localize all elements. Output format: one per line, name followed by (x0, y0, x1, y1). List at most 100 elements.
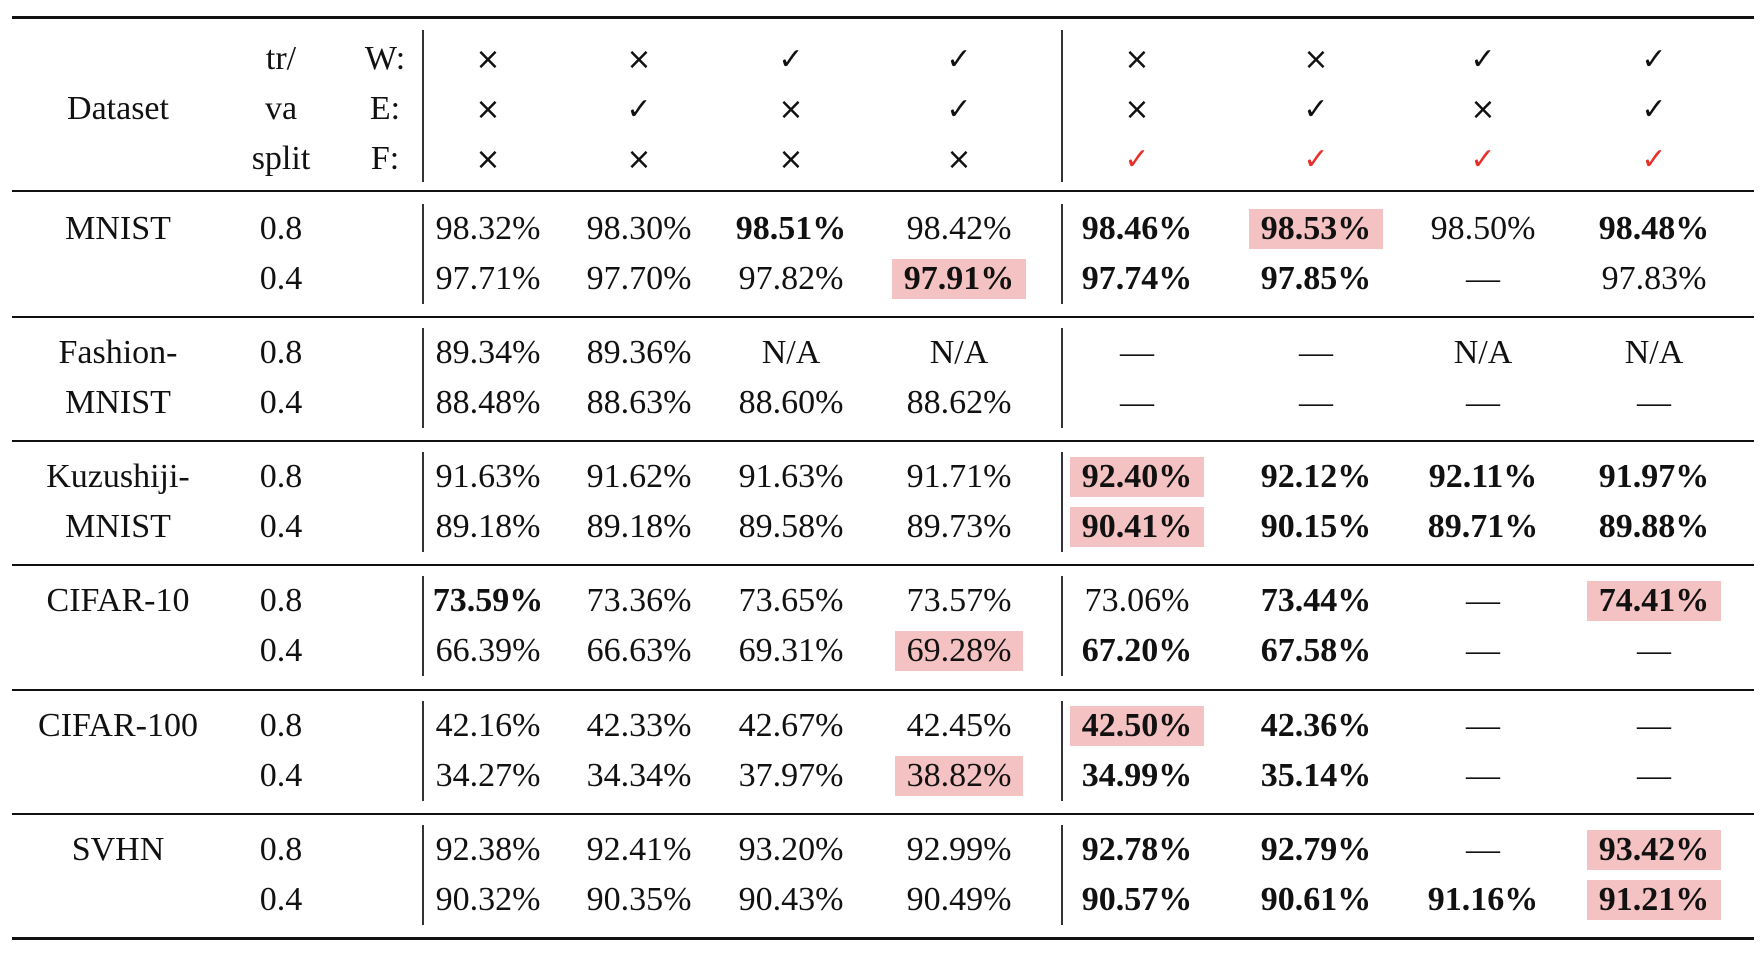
flag-mark-cross-icon-text: × (626, 42, 652, 77)
accuracy-cell-text: 90.57% (1081, 881, 1193, 918)
column-divider (1061, 701, 1063, 801)
accuracy-cell-text: 91.62% (586, 458, 692, 495)
flag-mark-cross-icon: × (706, 134, 876, 184)
accuracy-cell: N/A (1398, 328, 1568, 378)
dataset-name: MNIST (13, 502, 223, 552)
dataset-name-row: MNIST (12, 502, 1754, 552)
accuracy-cell-text: 97.91% (891, 259, 1027, 299)
accuracy-cell: — (1398, 254, 1568, 304)
split-value: 0.4 (226, 378, 336, 428)
flag-mark-check-icon-text: ✓ (1470, 142, 1496, 177)
header-row: va E: × ✓ × ✓ × ✓ × ✓ (12, 84, 1754, 134)
accuracy-cell: — (1231, 328, 1401, 378)
split-value: 0.8 (226, 204, 336, 254)
accuracy-cell: 98.32% (403, 204, 573, 254)
split-value-text: 0.8 (259, 334, 303, 371)
accuracy-cell: 34.27% (403, 751, 573, 801)
flag-mark-check-icon-text: ✓ (1470, 42, 1496, 77)
flag-label: W: (350, 34, 420, 84)
accuracy-cell: 97.83% (1569, 254, 1739, 304)
accuracy-cell-text: N/A (761, 334, 821, 371)
accuracy-cell-text: 92.12% (1260, 458, 1372, 495)
accuracy-cell-text: 34.99% (1081, 757, 1193, 794)
accuracy-cell-text: 91.21% (1586, 880, 1722, 920)
split-value-text: 0.4 (259, 881, 303, 918)
flag-mark-cross-icon-text: × (626, 142, 652, 177)
split-value: 0.8 (226, 576, 336, 626)
table-row: 0.8 92.38% 92.41% 93.20% 92.99% 92.78% 92.79% —… (12, 825, 1754, 875)
accuracy-cell-text: 91.16% (1427, 881, 1539, 918)
table-row: 0.4 97.71% 97.70% 97.82% 97.91% 97.74% 97.85% —… (12, 254, 1754, 304)
table-row: 0.4 90.32% 90.35% 90.43% 90.49% 90.57% 90.61% 9… (12, 875, 1754, 925)
accuracy-cell-text: 97.83% (1601, 260, 1707, 297)
dataset-group-fashion-mnist: Fashion- MNIST 0.8 89.34% 89.36% N/A N/A — — N/A N… (12, 328, 1754, 428)
accuracy-cell: 89.18% (554, 502, 724, 552)
split-value: 0.4 (226, 875, 336, 925)
column-divider (422, 328, 424, 428)
accuracy-cell: 34.34% (554, 751, 724, 801)
accuracy-cell: 66.39% (403, 626, 573, 676)
split-value: 0.4 (226, 626, 336, 676)
split-value-text: 0.8 (259, 582, 303, 619)
accuracy-cell-text: — (1637, 707, 1671, 744)
flag-mark-cross-icon: × (1052, 34, 1222, 84)
accuracy-cell-text: 93.20% (738, 831, 844, 868)
accuracy-cell: 98.48% (1569, 204, 1739, 254)
accuracy-cell-text: 89.88% (1598, 508, 1710, 545)
accuracy-cell-text: 91.71% (906, 458, 1012, 495)
dataset-name: CIFAR-10 (13, 576, 223, 626)
accuracy-cell: 34.99% (1052, 751, 1222, 801)
flag-mark-cross-icon: × (874, 134, 1044, 184)
column-divider (1061, 576, 1063, 676)
accuracy-cell-text: N/A (1453, 334, 1513, 371)
flag-mark-cross-icon: × (403, 34, 573, 84)
flag-mark-cross-icon-text: × (1124, 92, 1150, 127)
dataset-name-text: CIFAR-100 (38, 707, 198, 744)
column-divider (422, 204, 424, 304)
accuracy-cell: 97.82% (706, 254, 876, 304)
dataset-name-text: MNIST (65, 210, 171, 247)
flag-mark-check-icon: ✓ (874, 84, 1044, 134)
flag-mark-cross-icon: × (403, 84, 573, 134)
accuracy-cell-text: 91.63% (435, 458, 541, 495)
accuracy-cell-text: N/A (929, 334, 989, 371)
accuracy-cell: N/A (706, 328, 876, 378)
table-row: 0.8 89.34% 89.36% N/A N/A — — N/A N/A (12, 328, 1754, 378)
accuracy-cell-text: 92.41% (586, 831, 692, 868)
accuracy-cell-text: — (1466, 384, 1500, 421)
accuracy-cell-text: 90.61% (1260, 881, 1372, 918)
flag-label-text: F: (370, 140, 400, 177)
accuracy-cell-text: 67.20% (1081, 632, 1193, 669)
accuracy-cell-text: — (1466, 260, 1500, 297)
flag-mark-cross-icon-text: × (475, 142, 501, 177)
accuracy-cell: 42.16% (403, 701, 573, 751)
dataset-header-text: Dataset (67, 90, 169, 127)
split-value-text: 0.4 (259, 508, 303, 545)
bottom-rule (12, 937, 1754, 940)
accuracy-cell-text: 92.78% (1081, 831, 1193, 868)
flag-mark-check-icon: ✓ (1398, 34, 1568, 84)
accuracy-cell: 73.44% (1231, 576, 1401, 626)
accuracy-cell: 89.71% (1398, 502, 1568, 552)
flag-mark-check-icon: ✓ (1231, 134, 1401, 184)
split-header-text: va (264, 90, 298, 127)
accuracy-cell-text: 37.97% (738, 757, 844, 794)
accuracy-cell: — (1398, 576, 1568, 626)
accuracy-cell: 73.36% (554, 576, 724, 626)
accuracy-cell: 98.42% (874, 204, 1044, 254)
accuracy-cell-text: 73.06% (1084, 582, 1190, 619)
accuracy-cell: 91.16% (1398, 875, 1568, 925)
accuracy-cell: 90.35% (554, 875, 724, 925)
flag-mark-check-icon: ✓ (706, 34, 876, 84)
split-header-text: split (251, 140, 311, 177)
accuracy-cell: — (1569, 701, 1739, 751)
split-value-text: 0.4 (259, 757, 303, 794)
accuracy-cell-text: 97.71% (435, 260, 541, 297)
accuracy-cell: 91.97% (1569, 452, 1739, 502)
accuracy-cell-text: 98.51% (735, 210, 847, 247)
flag-mark-cross-icon-text: × (778, 142, 804, 177)
accuracy-cell-text: 90.49% (906, 881, 1012, 918)
accuracy-cell-text: 90.41% (1069, 507, 1205, 547)
accuracy-cell: 90.43% (706, 875, 876, 925)
table-row: 0.8 91.63% 91.62% 91.63% 91.71% 92.40% 92.12% 9… (12, 452, 1754, 502)
